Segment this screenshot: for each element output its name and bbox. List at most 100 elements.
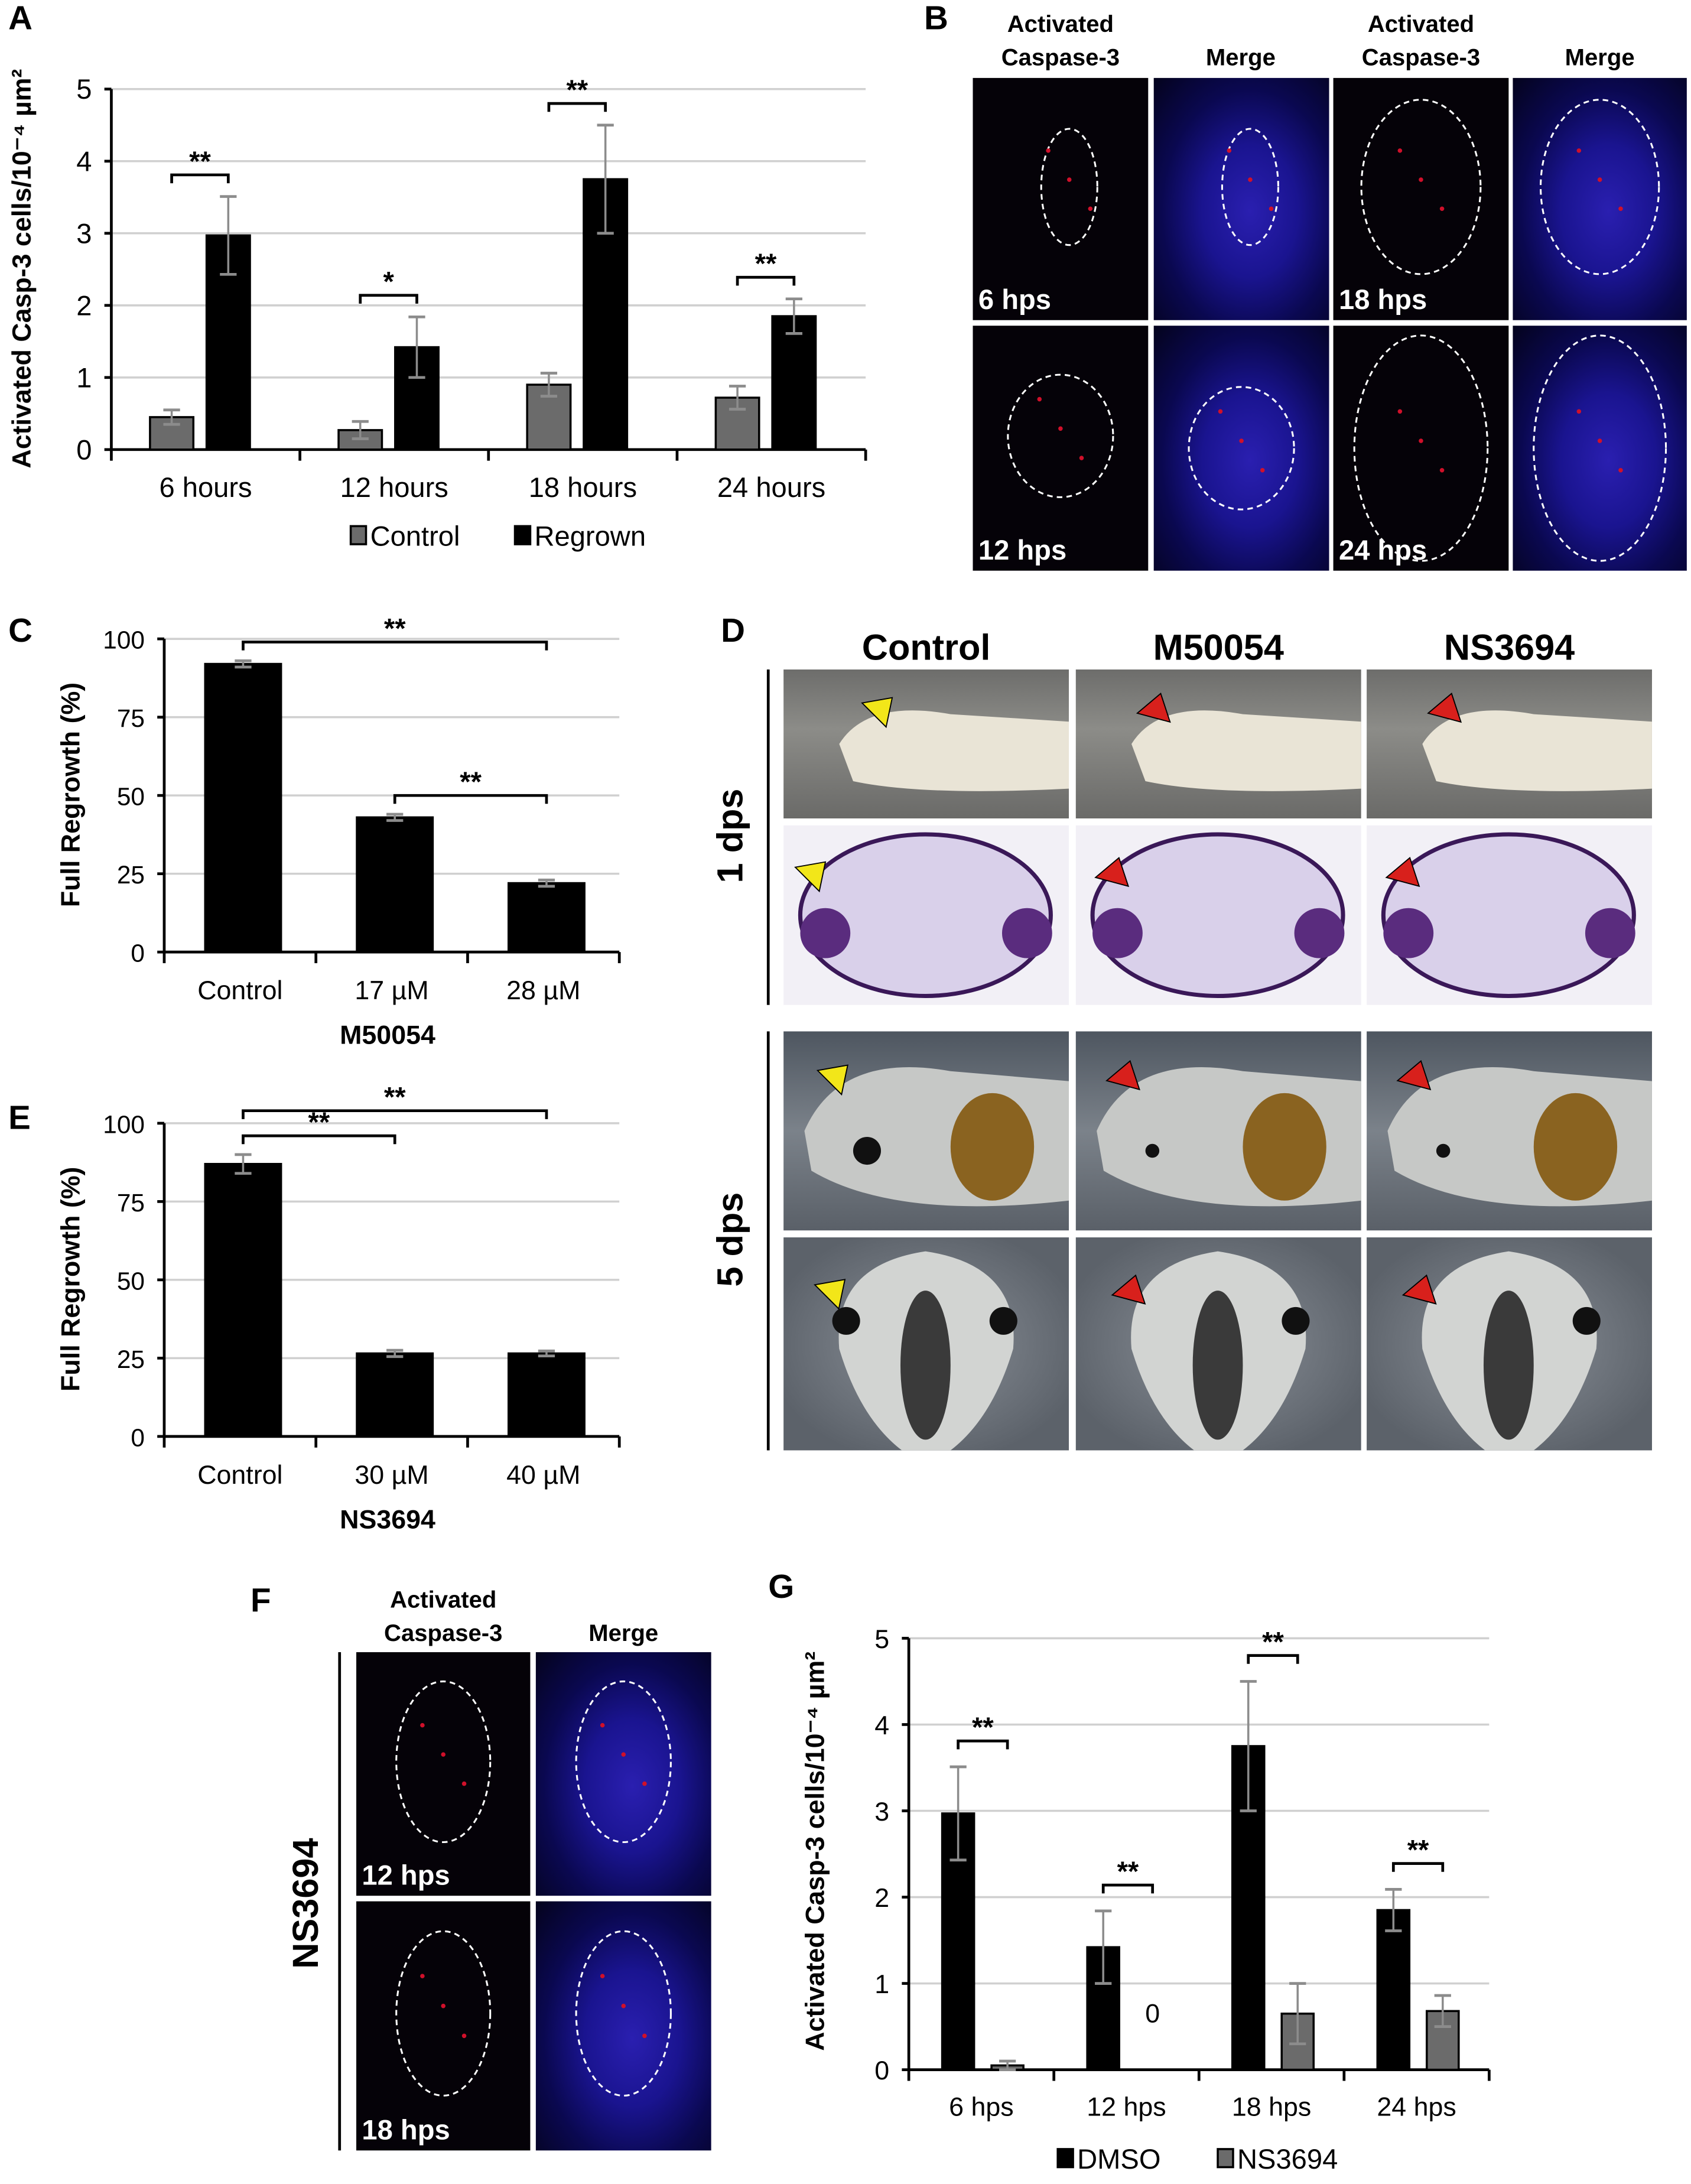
significance-bracket (1101, 1883, 1155, 1894)
f-header-caspase: Activated Caspase-3 (384, 1587, 503, 1647)
bar (1376, 1909, 1411, 2071)
caspase-positive-cell (1066, 177, 1072, 182)
y-tick-label: 25 (117, 861, 145, 889)
significance-bracket (242, 1109, 548, 1119)
timepoint-label: 6 hps (978, 285, 1051, 316)
caspase-positive-cell (441, 2003, 445, 2008)
y-axis-title: Full Regrowth (%) (56, 682, 85, 907)
tadpole-photo (783, 1237, 1069, 1451)
panel-label-f: F (250, 1582, 271, 1620)
significance-label: ** (972, 1711, 994, 1743)
caspase-positive-cell (1079, 456, 1084, 460)
y-tick-label: 0 (76, 434, 92, 465)
caspase-positive-cell (1576, 409, 1582, 414)
y-tick-label: 0 (131, 940, 145, 967)
f-row-label: NS3694 (284, 1838, 327, 1969)
caspase-positive-cell (1419, 438, 1423, 443)
region-outline (1007, 373, 1114, 498)
tissue-section (798, 832, 1053, 999)
tadpole-photo (1075, 1237, 1361, 1451)
histology-section-photo (783, 825, 1069, 1005)
caspase-positive-cell (642, 2033, 647, 2039)
y-tick-label: 50 (117, 1267, 145, 1295)
panel-label-g: G (768, 1568, 795, 1607)
eye-section (1585, 908, 1635, 958)
significance-bracket (957, 1739, 1009, 1750)
caspase-positive-cell (420, 1722, 425, 1728)
bar (1426, 2010, 1460, 2071)
region-outline (575, 1930, 672, 2097)
region-outline (575, 1680, 672, 1844)
legend-swatch (1056, 2148, 1074, 2169)
y-tick-label: 0 (874, 2056, 889, 2085)
significance-label: ** (460, 766, 482, 797)
x-tick-label: 6 hours (159, 472, 252, 503)
region-outline (395, 1680, 492, 1844)
timepoint-label: 24 hps (1338, 535, 1427, 567)
y-tick-label: 2 (76, 290, 92, 321)
arrowhead-marker (816, 1064, 848, 1096)
bar (394, 346, 440, 451)
y-tick-label: 3 (76, 217, 92, 249)
significance-bracket (359, 294, 418, 304)
caspase-micrograph: 12 hps (973, 326, 1149, 571)
y-tick-label: 2 (874, 1883, 889, 1913)
arrowhead-marker (1094, 857, 1130, 888)
x-tick-label: 28 µM (506, 976, 580, 1005)
tadpole-photo (783, 1031, 1069, 1231)
x-tick-label: 18 hours (529, 472, 637, 503)
eye (832, 1306, 860, 1335)
d-header-m50054: M50054 (1153, 626, 1284, 668)
arrowhead-marker (1111, 1274, 1146, 1305)
y-tick-label: 100 (103, 1110, 145, 1138)
d-row-divider (766, 669, 770, 1005)
arrowhead-marker (1427, 693, 1462, 723)
x-tick-label: 12 hours (340, 472, 448, 503)
x-axis-title: M50054 (340, 1020, 435, 1050)
legend-label: DMSO (1077, 2143, 1160, 2175)
bar (356, 1352, 434, 1438)
caspase-positive-cell (420, 1974, 425, 1978)
caspase-positive-cell (1037, 396, 1042, 402)
merge-micrograph (1153, 77, 1329, 320)
caspase-positive-cell (1597, 177, 1602, 182)
y-axis-title: Activated Casp-3 cells/10⁻⁴ µm² (7, 69, 37, 469)
legend-swatch (349, 525, 368, 545)
b-header-caspase: Activated Caspase-3 (1361, 11, 1481, 72)
b-header-caspase: Activated Caspase-3 (1001, 11, 1120, 72)
y-tick-label: 5 (874, 1624, 889, 1654)
timepoint-label: 12 hps (362, 1861, 450, 1892)
eye (1572, 1306, 1601, 1335)
y-tick-label: 1 (76, 362, 92, 393)
x-tick-label: Control (197, 1460, 282, 1490)
caspase-micrograph: 18 hps (356, 1901, 531, 2151)
caspase-positive-cell (441, 1752, 445, 1757)
d-row-label-1dps: 1 dps (709, 788, 751, 883)
eye-section (800, 908, 851, 958)
x-tick-label: 24 hps (1377, 2092, 1456, 2121)
arrowhead-marker (1396, 1060, 1432, 1091)
significance-label: ** (566, 74, 588, 105)
eye (1436, 1143, 1451, 1158)
tadpole-photo (1367, 669, 1652, 819)
pigment (1192, 1291, 1243, 1440)
caspase-positive-cell (1046, 148, 1051, 153)
y-tick-label: 4 (874, 1711, 889, 1740)
y-tick-label: 0 (131, 1424, 145, 1451)
eye-section (1001, 908, 1052, 958)
arrowhead-marker (1385, 857, 1420, 888)
f-row-divider (338, 1652, 342, 2151)
tadpole-body (1422, 710, 1652, 791)
panel-label-e: E (8, 1099, 31, 1138)
tadpole-photo (1075, 1031, 1361, 1231)
legend-label: Control (370, 520, 460, 551)
region-outline (1540, 99, 1660, 275)
timepoint-label: 12 hps (978, 535, 1067, 567)
caspase-positive-cell (600, 1722, 605, 1728)
caspase-positive-cell (1248, 177, 1253, 182)
caspase-positive-cell (1239, 438, 1244, 443)
caspase-positive-cell (642, 1781, 647, 1786)
